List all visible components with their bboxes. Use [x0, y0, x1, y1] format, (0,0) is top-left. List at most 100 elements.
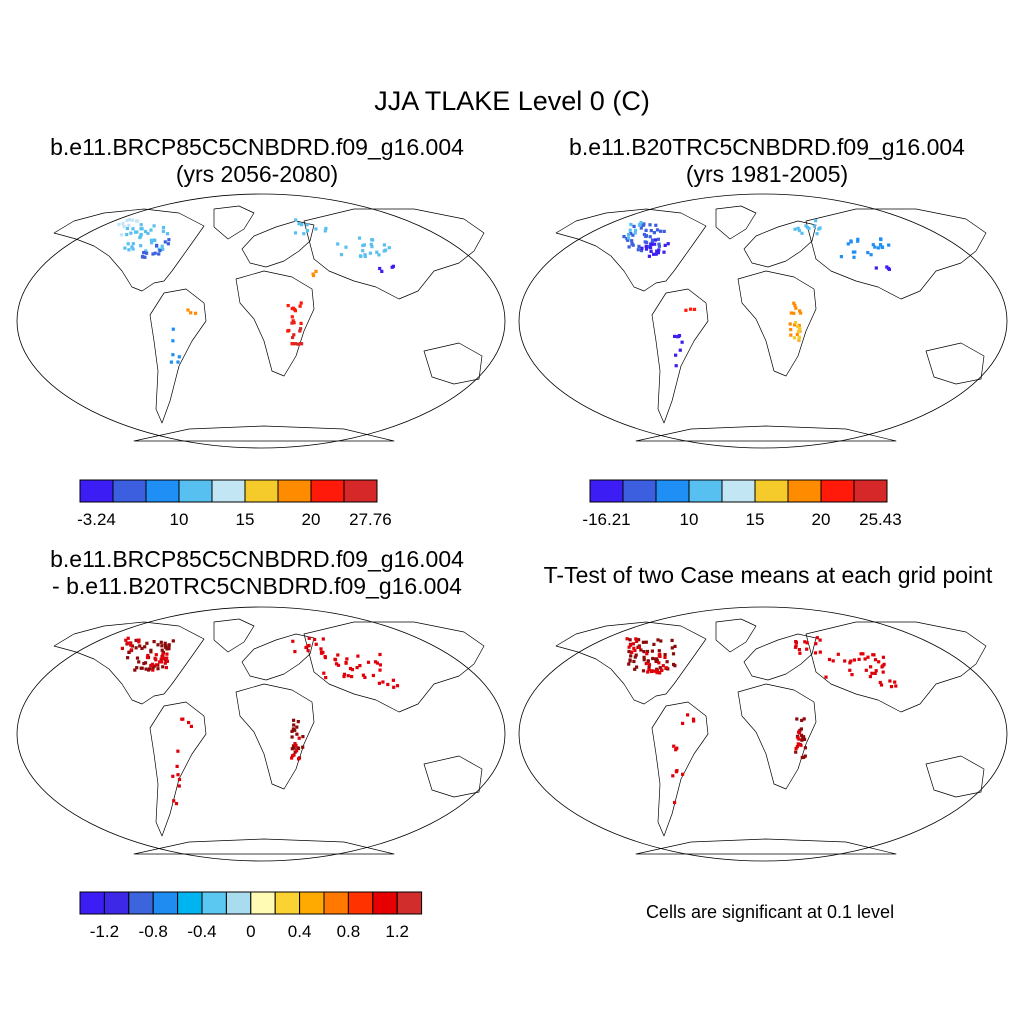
- grid-cell: [633, 228, 638, 232]
- grid-cell: [297, 736, 301, 740]
- grid-cell: [149, 650, 153, 654]
- grid-cell: [850, 673, 854, 677]
- grid-cell: [632, 659, 636, 664]
- coastline: [743, 220, 817, 268]
- coastline: [149, 701, 207, 837]
- grid-cell: [662, 250, 666, 254]
- grid-cell: [145, 251, 149, 255]
- colorbar-label: -16.21: [582, 510, 630, 529]
- grid-cell: [144, 249, 148, 253]
- grid-cell: [653, 242, 657, 246]
- grid-cell: [663, 653, 667, 657]
- grid-cell: [627, 232, 631, 236]
- grid-cell: [145, 641, 149, 645]
- grid-cell: [293, 742, 297, 746]
- grid-cell: [371, 673, 375, 678]
- grid-cell: [300, 223, 304, 227]
- grid-cell: [126, 242, 130, 246]
- grid-cell: [370, 245, 374, 249]
- grid-cell: [189, 311, 193, 315]
- grid-cell: [873, 658, 878, 662]
- grid-cell: [868, 675, 872, 679]
- grid-cell: [306, 644, 310, 648]
- grid-cell: [163, 641, 167, 645]
- colorbar-label: 0: [246, 922, 255, 941]
- grid-cell: [144, 667, 148, 671]
- grid-cell: [292, 746, 296, 750]
- grid-cell: [125, 218, 129, 223]
- grid-cell: [654, 659, 658, 663]
- grid-cell: [131, 227, 135, 231]
- grid-cell: [323, 229, 327, 233]
- grid-cell: [143, 229, 148, 234]
- grid-cell: [681, 772, 685, 776]
- grid-cell: [799, 743, 803, 747]
- grid-cell: [894, 684, 898, 688]
- grid-cell: [291, 342, 295, 346]
- colorbar-box: [787, 479, 822, 503]
- grid-cell: [160, 648, 164, 652]
- grid-cell: [139, 244, 143, 248]
- grid-cell: [137, 660, 141, 664]
- coastline: [925, 755, 985, 798]
- grid-cell: [815, 232, 819, 236]
- colorbar-box: [343, 479, 378, 503]
- grid-cell: [146, 231, 150, 235]
- grid-cell: [145, 655, 150, 660]
- grid-cell: [630, 650, 634, 654]
- panel-title-line2: (yrs 1981-2005): [685, 161, 849, 188]
- grid-cell: [636, 248, 640, 252]
- grid-cell: [849, 659, 853, 663]
- colorbar-box: [250, 891, 276, 915]
- grid-cell: [798, 327, 802, 332]
- grid-cell: [135, 666, 139, 670]
- grid-cell: [375, 250, 379, 254]
- significance-note: Cells are significant at 0.1 level: [645, 902, 895, 922]
- grid-cell: [657, 248, 661, 252]
- grid-cell: [378, 668, 382, 672]
- grid-cell: [652, 642, 656, 646]
- grid-cell: [863, 657, 867, 661]
- grid-cell: [789, 333, 793, 337]
- grid-cell: [831, 659, 835, 663]
- grid-cell: [297, 222, 301, 226]
- grid-cell: [306, 649, 310, 653]
- grid-cell: [879, 683, 884, 687]
- grid-cell: [189, 724, 193, 728]
- grid-cell: [375, 661, 379, 665]
- grid-cell: [336, 663, 341, 667]
- grid-cell: [386, 682, 390, 687]
- grid-cell: [873, 671, 877, 675]
- grid-cell: [122, 225, 126, 229]
- grid-cell: [637, 223, 642, 227]
- grid-cell: [165, 652, 169, 656]
- grid-cell: [300, 342, 304, 346]
- grid-cell: [654, 223, 658, 227]
- colorbar-box: [589, 479, 624, 503]
- grid-cell: [158, 660, 162, 664]
- grid-cell: [291, 335, 295, 340]
- grid-cell: [692, 719, 696, 723]
- grid-cell: [881, 670, 885, 674]
- grid-cell: [356, 654, 360, 658]
- grid-cell: [797, 337, 801, 341]
- grid-cell: [186, 308, 190, 312]
- panel-title-difference: b.e11.BRCP85C5CNBDRD.f09_g16.004 - b.e11…: [12, 546, 502, 600]
- grid-cell: [878, 243, 883, 247]
- colorbar-box: [79, 479, 114, 503]
- grid-cell: [125, 233, 129, 237]
- colorbar-box: [323, 891, 349, 915]
- coastline: [925, 342, 985, 385]
- grid-cell: [161, 652, 165, 656]
- grid-cell: [286, 304, 290, 308]
- grid-cell: [880, 245, 885, 249]
- grid-cell: [346, 674, 350, 678]
- grid-cell: [870, 671, 874, 675]
- grid-cell: [647, 663, 652, 667]
- grid-cell: [299, 327, 303, 331]
- grid-cell: [626, 238, 630, 242]
- grid-cell: [295, 732, 299, 736]
- grid-cell: [651, 656, 655, 661]
- grid-cell: [143, 661, 148, 665]
- grid-cell: [629, 231, 633, 236]
